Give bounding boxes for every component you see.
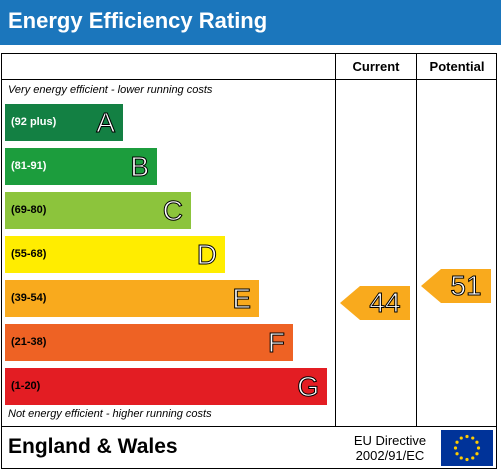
header-bar: Energy Efficiency Rating [0,0,501,45]
potential-column-header: Potential [429,59,485,74]
band-range-label: (1-20) [11,380,41,392]
band-a: (92 plus) A [5,104,123,141]
chart-title: Energy Efficiency Rating [8,8,268,33]
bottom-note: Not energy efficient - higher running co… [8,408,212,420]
band-g: (1-20) G [5,368,327,405]
band-range-label: (69-80) [11,204,47,216]
divider-potential [416,53,417,427]
eu-flag-star [471,456,475,460]
band-d: (55-68) D [5,236,225,273]
band-letter: C [162,195,183,227]
band-e: (39-54) E [5,280,259,317]
region-label: England & Wales [8,435,178,458]
band-c: (69-80) C [5,192,191,229]
divider-header-row [1,79,497,80]
eu-flag-star [455,440,459,444]
band-b: (81-91) B [5,148,157,185]
eu-flag-star [459,456,463,460]
band-letter: A [96,107,116,139]
band-letter: D [196,239,217,271]
eu-flag-star [465,434,469,439]
divider-footer-row [1,426,497,427]
eu-flag-star [455,452,459,456]
directive-line-2: 2002/91/EC [355,448,425,463]
eu-flag-star [465,457,469,462]
band-letter: G [297,371,320,403]
eu-flag-star [453,446,458,450]
top-note: Very energy efficient - lower running co… [8,84,213,96]
eu-directive: EU Directive 2002/91/EC [346,433,434,463]
band-range-label: (81-91) [11,160,47,172]
directive-line-1: EU Directive [353,433,427,448]
eu-flag-star [459,436,463,440]
eu-flag-icon [441,430,493,466]
band-range-label: (92 plus) [11,116,57,128]
chart-frame [1,53,497,469]
band-range-label: (21-38) [11,336,47,348]
band-range-label: (39-54) [11,292,47,304]
potential-rating-value: 51 [450,270,482,302]
eu-flag-star [471,436,475,440]
current-column-header: Current [352,59,400,74]
divider-current [335,53,336,427]
band-letter: F [267,327,285,359]
band-letter: B [130,151,150,183]
eu-flag-star [475,440,479,444]
band-letter: E [232,283,252,315]
eu-flag-star [475,452,479,456]
eu-flag-star [476,446,481,450]
band-f: (21-38) F [5,324,293,361]
band-range-label: (55-68) [11,248,47,260]
current-rating-value: 44 [369,287,401,319]
